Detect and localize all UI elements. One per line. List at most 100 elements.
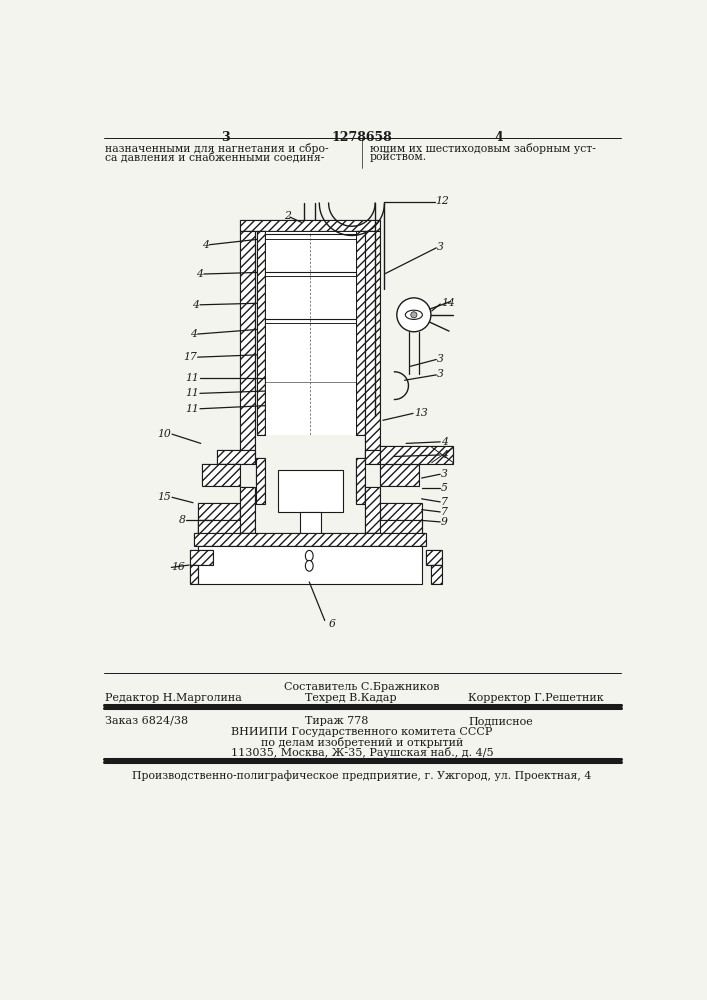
Text: 11: 11 xyxy=(185,404,199,414)
Bar xyxy=(194,533,426,546)
Bar xyxy=(356,458,365,504)
Bar xyxy=(265,234,356,239)
Bar xyxy=(265,239,356,272)
Text: 15: 15 xyxy=(158,492,171,502)
Text: Тираж 778: Тираж 778 xyxy=(305,716,369,726)
Text: са давления и снабженными соединя-: са давления и снабженными соединя- xyxy=(105,152,325,163)
Text: 1278658: 1278658 xyxy=(332,131,392,144)
Bar xyxy=(265,231,356,435)
Bar xyxy=(190,565,198,584)
Text: 4: 4 xyxy=(190,329,197,339)
Bar xyxy=(265,323,356,382)
Ellipse shape xyxy=(305,560,313,571)
Bar xyxy=(265,272,356,276)
Text: ройством.: ройством. xyxy=(370,152,427,162)
Bar xyxy=(217,450,255,464)
Text: 3: 3 xyxy=(441,469,448,479)
Text: Производственно-полиграфическое предприятие, г. Ужгород, ул. Проектная, 4: Производственно-полиграфическое предприя… xyxy=(132,771,592,781)
Text: ВНИИПИ Государственного комитета СССР: ВНИИПИ Государственного комитета СССР xyxy=(231,727,493,737)
Text: Редактор Н.Марголина: Редактор Н.Марголина xyxy=(105,693,243,703)
Bar xyxy=(380,464,419,486)
Text: 3: 3 xyxy=(437,242,444,252)
Bar xyxy=(240,220,380,231)
Bar xyxy=(365,487,380,533)
Bar xyxy=(365,450,403,464)
Ellipse shape xyxy=(305,550,313,561)
Bar xyxy=(380,503,422,533)
Bar xyxy=(198,520,252,535)
Text: 11: 11 xyxy=(185,388,199,398)
Bar xyxy=(426,550,442,565)
Bar xyxy=(380,446,453,464)
Text: 4: 4 xyxy=(441,450,448,460)
Bar xyxy=(368,520,422,535)
Bar xyxy=(240,487,255,533)
Text: Техред В.Кадар: Техред В.Кадар xyxy=(305,693,397,703)
Text: 3: 3 xyxy=(437,369,444,379)
Text: 13: 13 xyxy=(414,408,428,418)
Text: 9: 9 xyxy=(441,517,448,527)
Bar xyxy=(240,231,255,458)
Text: 14: 14 xyxy=(441,298,455,308)
Bar xyxy=(190,565,198,584)
Text: 8: 8 xyxy=(178,515,185,525)
Bar xyxy=(201,464,240,486)
Bar xyxy=(257,231,265,435)
Bar xyxy=(365,450,403,464)
Bar xyxy=(198,520,252,535)
Ellipse shape xyxy=(405,310,422,319)
Bar xyxy=(356,231,365,435)
Circle shape xyxy=(397,298,431,332)
Text: 17: 17 xyxy=(183,352,197,362)
Text: 7: 7 xyxy=(441,497,448,507)
Text: 16: 16 xyxy=(171,562,185,572)
Bar xyxy=(368,520,422,535)
Bar xyxy=(431,565,442,584)
Text: 4: 4 xyxy=(441,437,448,447)
Bar xyxy=(190,550,213,565)
Text: 6: 6 xyxy=(329,619,336,629)
Bar xyxy=(365,231,380,458)
Bar xyxy=(198,503,240,533)
Bar xyxy=(256,458,265,504)
Text: Корректор Г.Решетник: Корректор Г.Решетник xyxy=(468,693,604,703)
Text: назначенными для нагнетания и сбро-: назначенными для нагнетания и сбро- xyxy=(105,143,329,154)
Text: 4: 4 xyxy=(197,269,203,279)
Bar xyxy=(240,231,255,458)
Bar xyxy=(217,450,255,464)
Text: Подписное: Подписное xyxy=(468,716,533,726)
Bar xyxy=(279,470,343,512)
Bar xyxy=(380,464,419,486)
Text: ющим их шестиходовым заборным уст-: ющим их шестиходовым заборным уст- xyxy=(370,143,595,154)
Bar xyxy=(201,464,240,486)
Circle shape xyxy=(411,312,417,318)
Bar xyxy=(257,231,265,435)
Bar xyxy=(426,550,442,565)
Text: 7: 7 xyxy=(441,507,448,517)
Bar xyxy=(365,487,380,533)
Bar xyxy=(432,447,453,463)
Text: 12: 12 xyxy=(436,196,450,206)
Bar xyxy=(365,231,380,458)
Bar xyxy=(240,220,380,231)
Text: 3: 3 xyxy=(221,131,230,144)
Bar xyxy=(356,458,365,504)
Text: 4: 4 xyxy=(495,131,503,144)
Bar xyxy=(198,546,422,584)
Bar xyxy=(356,231,365,435)
Bar xyxy=(198,503,240,533)
Text: Заказ 6824/38: Заказ 6824/38 xyxy=(105,716,189,726)
Text: 113035, Москва, Ж-35, Раушская наб., д. 4/5: 113035, Москва, Ж-35, Раушская наб., д. … xyxy=(230,747,493,758)
Text: 11: 11 xyxy=(185,373,199,383)
Text: по делам изобретений и открытий: по делам изобретений и открытий xyxy=(261,737,463,748)
Text: 4: 4 xyxy=(201,240,209,250)
Bar xyxy=(300,512,321,558)
Text: 5: 5 xyxy=(441,483,448,493)
Text: 10: 10 xyxy=(158,429,171,439)
Bar xyxy=(380,446,453,464)
Bar xyxy=(265,276,356,319)
Bar xyxy=(240,487,255,533)
Bar xyxy=(380,503,422,533)
Bar xyxy=(256,458,265,504)
Bar xyxy=(265,319,356,323)
